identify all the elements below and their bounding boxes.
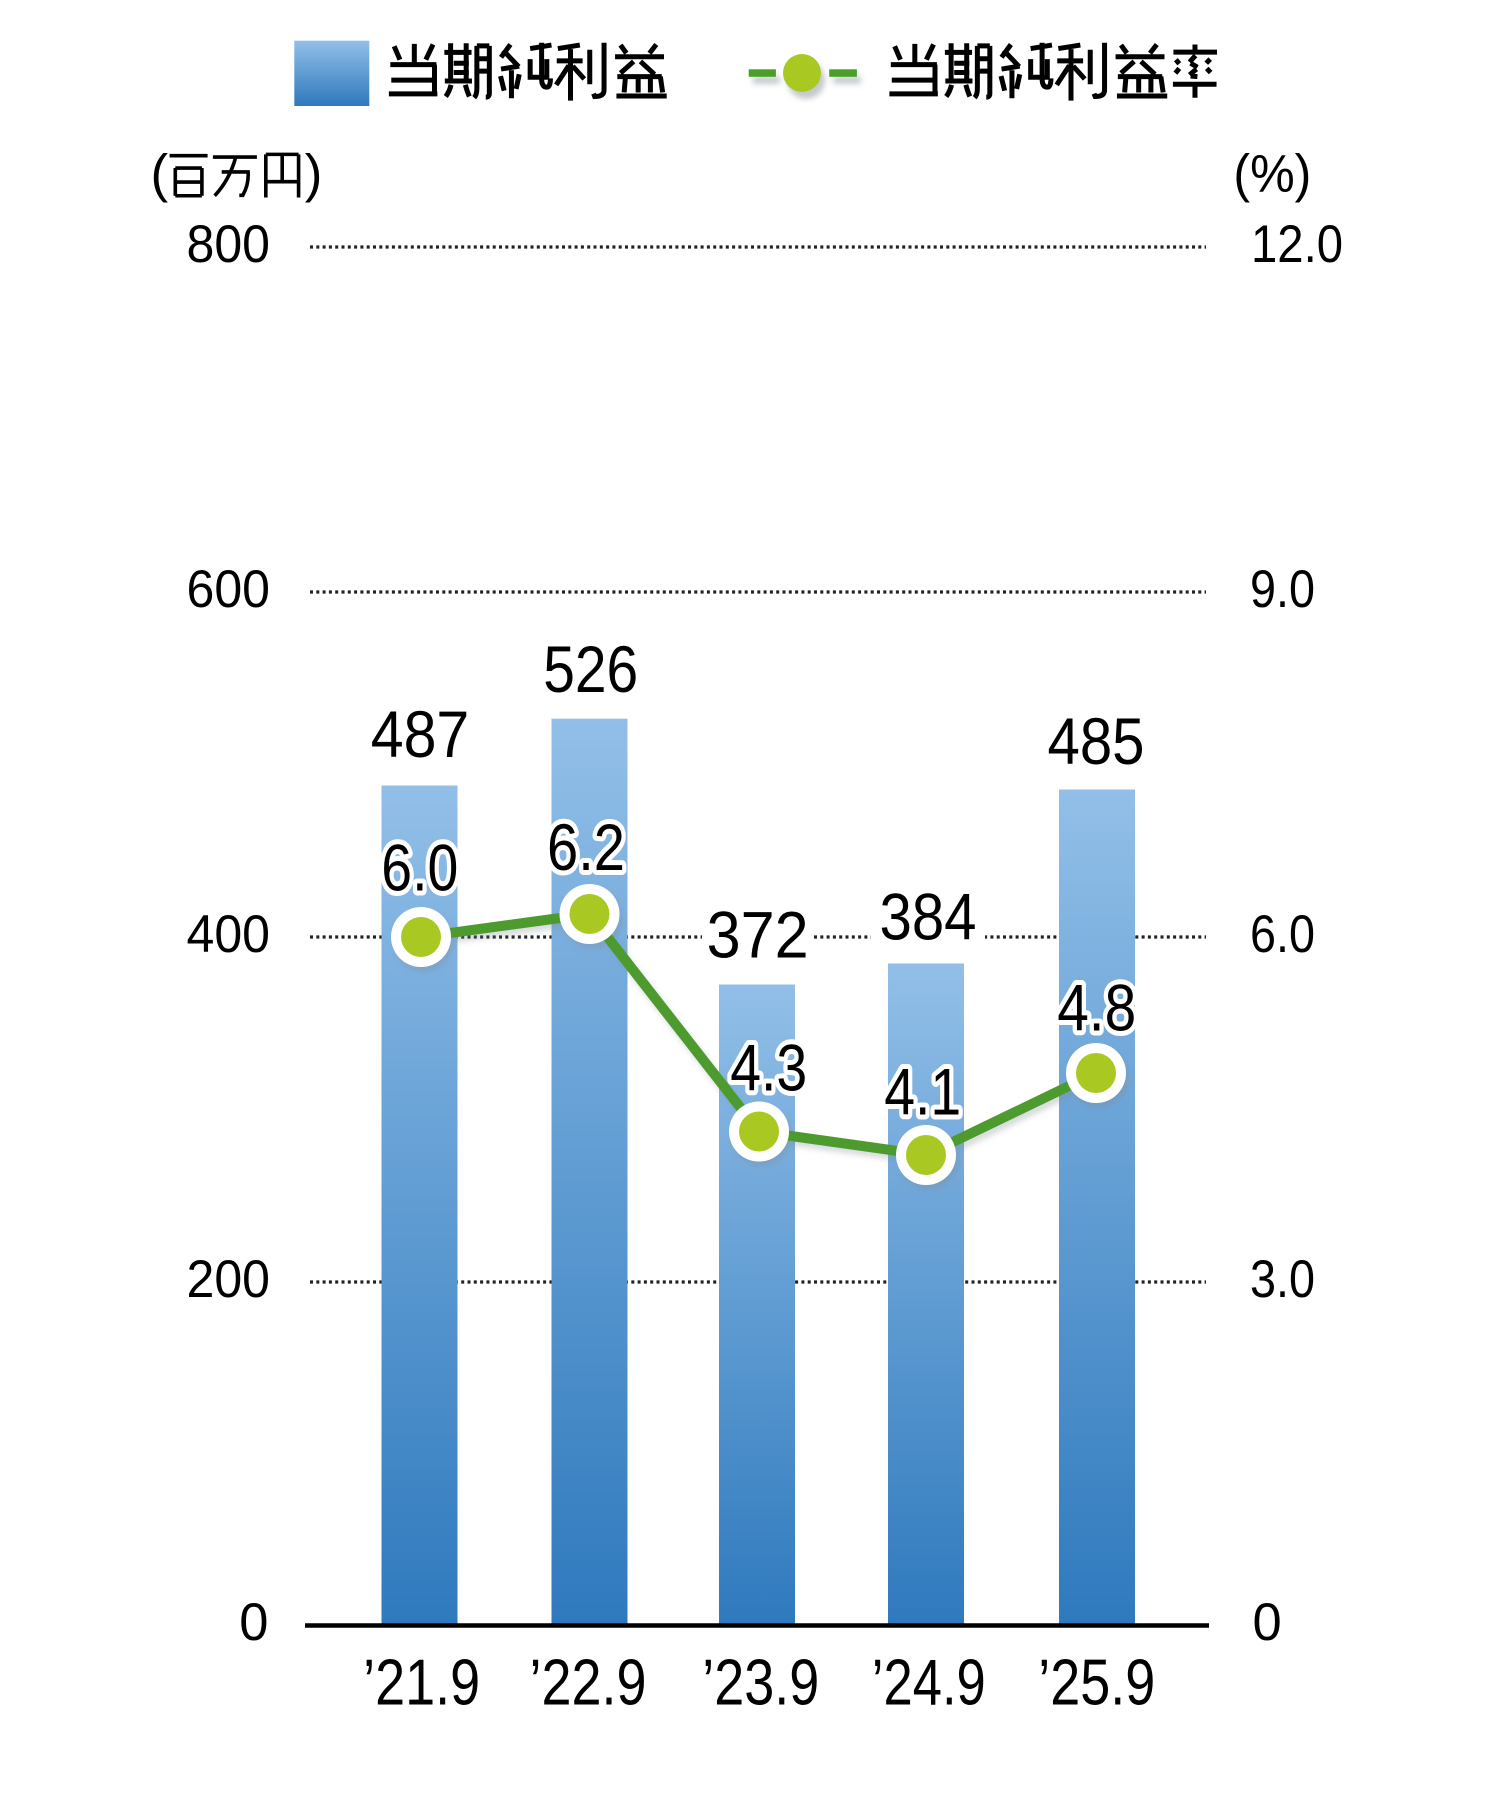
svg-text:’21.9: ’21.9 [363, 1646, 480, 1719]
svg-text:12.0: 12.0 [1251, 215, 1343, 274]
svg-text:’22.9: ’22.9 [530, 1646, 647, 1719]
svg-text:3.0: 3.0 [1250, 1250, 1315, 1309]
svg-text:’25.9: ’25.9 [1038, 1646, 1155, 1719]
svg-text:): ) [305, 145, 323, 204]
svg-text:384: 384 [880, 880, 977, 954]
svg-text:6.2: 6.2 [547, 810, 625, 884]
svg-text:4.3: 4.3 [730, 1031, 807, 1105]
svg-text:372: 372 [707, 898, 809, 972]
svg-text:9.0: 9.0 [1250, 560, 1315, 619]
svg-text:400: 400 [187, 905, 271, 964]
svg-text:0: 0 [1253, 1593, 1282, 1652]
svg-text:487: 487 [371, 697, 470, 771]
svg-text:6.0: 6.0 [381, 831, 458, 905]
svg-text:526: 526 [543, 632, 638, 706]
svg-text:(%): (%) [1233, 145, 1311, 204]
svg-text:200: 200 [187, 1250, 271, 1309]
svg-text:4.8: 4.8 [1057, 971, 1136, 1045]
svg-text:485: 485 [1048, 704, 1145, 778]
svg-text:0: 0 [239, 1593, 268, 1652]
svg-text:600: 600 [187, 560, 271, 619]
svg-text:(: ( [151, 145, 169, 204]
svg-text:4.1: 4.1 [884, 1055, 961, 1129]
svg-text:6.0: 6.0 [1250, 905, 1315, 964]
svg-text:’23.9: ’23.9 [702, 1646, 819, 1719]
svg-text:800: 800 [187, 215, 271, 274]
svg-text:’24.9: ’24.9 [872, 1646, 986, 1719]
